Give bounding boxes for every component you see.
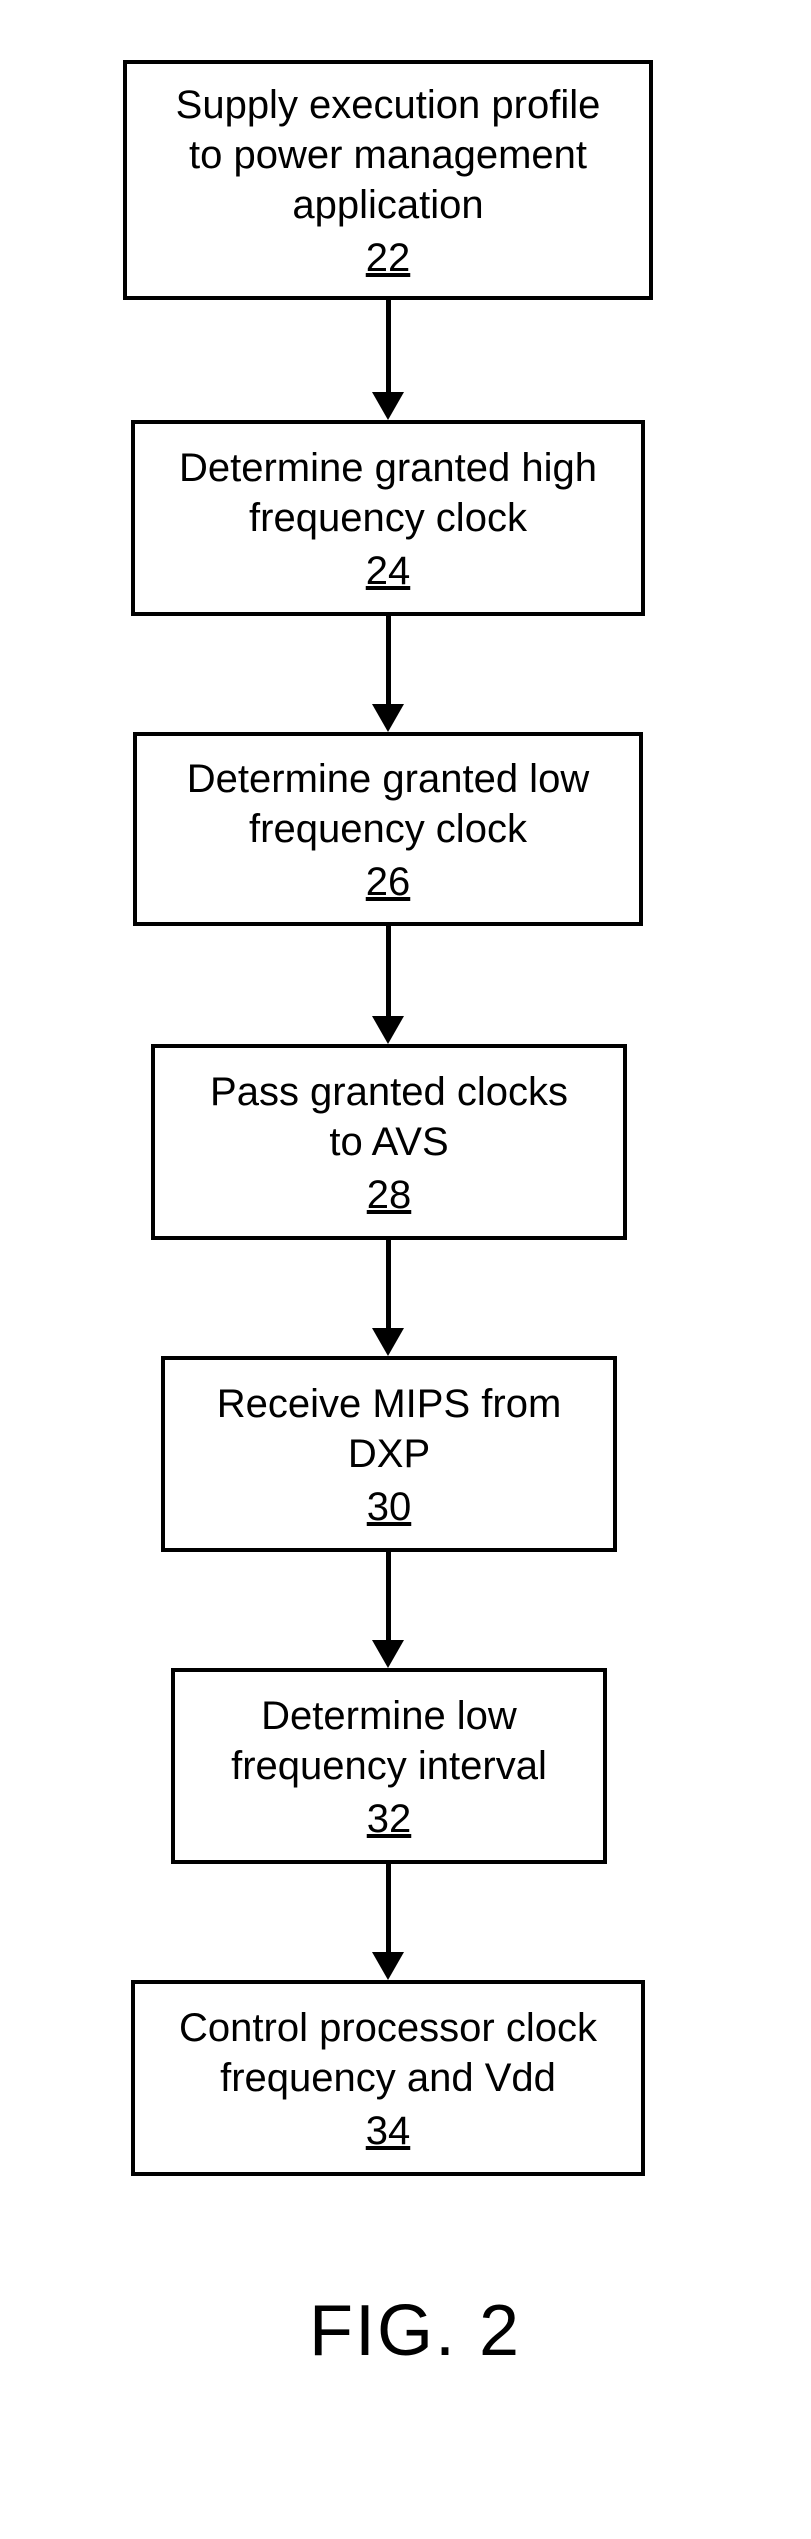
arrow-head-icon: [372, 1640, 404, 1668]
step-box-32: Determine low frequency interval 32: [171, 1668, 607, 1864]
step-text: DXP: [348, 1429, 430, 1479]
step-box-30: Receive MIPS from DXP 30: [161, 1356, 617, 1552]
step-number: 28: [367, 1173, 412, 1218]
figure-label: FIG. 2: [265, 2290, 565, 2372]
step-box-28: Pass granted clocks to AVS 28: [151, 1044, 627, 1240]
step-text: Supply execution profile: [176, 80, 601, 130]
step-box-22: Supply execution profile to power manage…: [123, 60, 653, 300]
arrow-head-icon: [372, 392, 404, 420]
step-text: Control processor clock: [179, 2003, 597, 2053]
step-number: 32: [367, 1797, 412, 1842]
arrow-shaft: [386, 300, 391, 392]
step-text: frequency clock: [249, 804, 527, 854]
step-number: 22: [366, 236, 411, 281]
step-text: to AVS: [329, 1117, 448, 1167]
arrow-head-icon: [372, 1328, 404, 1356]
arrow-shaft: [386, 1864, 391, 1952]
step-box-34: Control processor clock frequency and Vd…: [131, 1980, 645, 2176]
arrow-shaft: [386, 1552, 391, 1640]
step-text: Determine granted low: [187, 754, 589, 804]
arrow-head-icon: [372, 1952, 404, 1980]
step-text: Determine granted high: [179, 443, 597, 493]
arrow-shaft: [386, 616, 391, 704]
step-number: 26: [366, 860, 411, 905]
step-text: to power management: [189, 130, 587, 180]
arrow-shaft: [386, 1240, 391, 1328]
arrow-head-icon: [372, 704, 404, 732]
step-text: Receive MIPS from: [217, 1379, 562, 1429]
step-text: frequency clock: [249, 493, 527, 543]
step-number: 24: [366, 549, 411, 594]
step-text: Pass granted clocks: [210, 1067, 568, 1117]
step-box-26: Determine granted low frequency clock 26: [133, 732, 643, 926]
step-number: 34: [366, 2109, 411, 2154]
step-text: application: [292, 180, 483, 230]
arrow-head-icon: [372, 1016, 404, 1044]
step-text: frequency and Vdd: [220, 2053, 556, 2103]
step-number: 30: [367, 1485, 412, 1530]
arrow-shaft: [386, 926, 391, 1016]
flowchart-canvas: Supply execution profile to power manage…: [0, 0, 811, 2539]
step-text: Determine low: [261, 1691, 517, 1741]
step-text: frequency interval: [231, 1741, 547, 1791]
step-box-24: Determine granted high frequency clock 2…: [131, 420, 645, 616]
